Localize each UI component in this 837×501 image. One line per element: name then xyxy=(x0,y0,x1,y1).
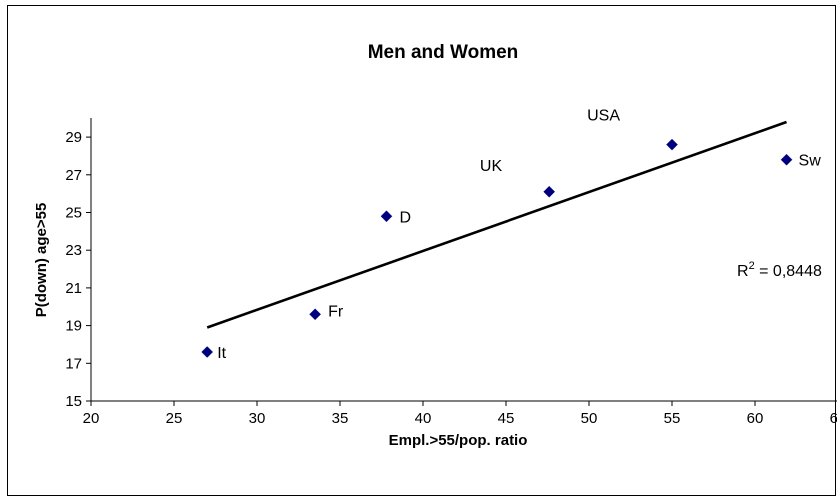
chart-title: Men and Women xyxy=(368,42,519,63)
x-tick-label: 65 xyxy=(830,410,837,427)
y-tick-label: 25 xyxy=(65,205,82,222)
x-tick-label: 20 xyxy=(83,410,100,427)
point-label: D xyxy=(399,209,411,226)
data-point xyxy=(543,185,556,198)
data-point xyxy=(780,153,793,166)
point-label: USA xyxy=(587,108,620,125)
x-tick-label: 40 xyxy=(415,410,432,427)
x-tick-label: 50 xyxy=(581,410,598,427)
x-tick-label: 25 xyxy=(166,410,183,427)
y-axis-label: P(down) age>55 xyxy=(33,203,50,318)
x-tick-label: 30 xyxy=(249,410,266,427)
data-point xyxy=(201,346,214,358)
point-label: Fr xyxy=(328,303,344,320)
data-point xyxy=(666,138,678,151)
y-tick-label: 27 xyxy=(65,167,82,184)
r-squared-sup: 2 xyxy=(749,260,755,272)
x-tick-label: 55 xyxy=(664,410,681,427)
data-point xyxy=(380,210,393,223)
y-tick-label: 15 xyxy=(65,393,82,410)
y-tick-label: 23 xyxy=(65,242,82,259)
y-tick-label: 29 xyxy=(65,129,82,146)
y-tick-label: 19 xyxy=(65,318,82,335)
x-tick-label: 35 xyxy=(332,410,349,427)
trend-line xyxy=(206,120,787,329)
x-axis-label: Empl.>55/pop. ratio xyxy=(389,432,528,449)
x-tick-label: 45 xyxy=(498,410,515,427)
r-squared-label: R2 = 0,8448 xyxy=(737,260,822,280)
y-tick-label: 21 xyxy=(65,280,82,297)
y-tick-label: 17 xyxy=(65,355,82,372)
r-squared-r: R xyxy=(737,263,749,280)
data-point xyxy=(309,308,321,321)
point-label: UK xyxy=(480,158,503,175)
point-label: It xyxy=(217,345,226,362)
point-label: Sw xyxy=(799,153,822,170)
r-squared-value: = 0,8448 xyxy=(755,263,822,280)
x-tick-label: 60 xyxy=(747,410,764,427)
